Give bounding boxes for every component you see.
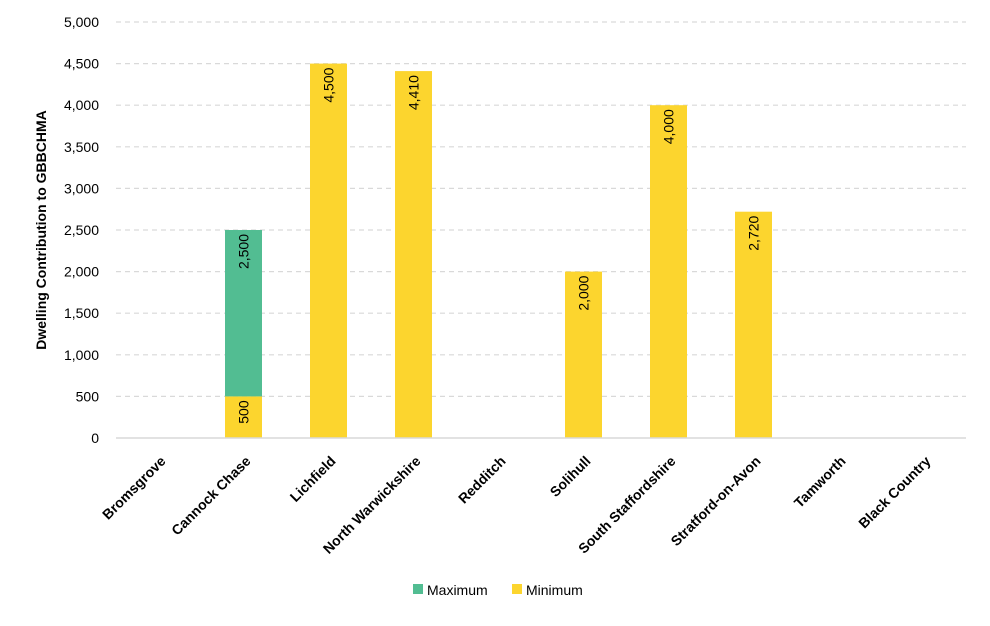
bars	[225, 63, 772, 438]
data-label: 2,720	[746, 215, 762, 250]
data-label: 4,000	[661, 109, 677, 144]
legend-swatch-maximum	[413, 584, 423, 594]
y-tick-label: 0	[91, 430, 99, 446]
y-axis-title: Dwelling Contribution to GBBCHMA	[33, 110, 49, 350]
y-tick-label: 1,000	[64, 347, 99, 363]
y-tick-label: 5,000	[64, 14, 99, 30]
legend-swatch-minimum	[512, 584, 522, 594]
bar-minimum	[225, 396, 262, 438]
bar-maximum	[225, 230, 262, 397]
data-label: 2,000	[576, 275, 592, 310]
gridlines	[116, 21, 966, 397]
bar-labels: 500 4,500 4,410 2,000 4,000 2,720 2,500	[236, 67, 762, 423]
category-label: Bromsgrove	[99, 453, 169, 523]
bar-minimum	[565, 271, 602, 438]
legend-label-maximum: Maximum	[427, 582, 488, 598]
category-label: South Staffordshire	[575, 453, 679, 557]
category-label: Redditch	[455, 453, 509, 507]
category-label: Stratford-on-Avon	[667, 453, 763, 549]
y-tick-label: 2,000	[64, 264, 99, 280]
y-axis-ticks: 0 500 1,000 1,500 2,000 2,500 3,000 3,500 4,000 4…	[64, 14, 99, 446]
y-tick-label: 3,500	[64, 139, 99, 155]
category-label: North Warwickshire	[320, 453, 424, 557]
y-tick-label: 500	[76, 388, 100, 404]
y-tick-label: 4,500	[64, 56, 99, 72]
y-tick-label: 3,000	[64, 180, 99, 196]
data-label: 4,410	[406, 75, 422, 110]
y-tick-label: 4,000	[64, 97, 99, 113]
bar-minimum	[650, 105, 687, 438]
legend: Maximum Minimum	[413, 582, 583, 598]
category-label: Black Country	[855, 453, 934, 532]
category-label: Tamworth	[791, 453, 849, 511]
category-label: Cannock Chase	[168, 453, 254, 539]
bar-minimum	[735, 211, 772, 438]
y-tick-label: 2,500	[64, 222, 99, 238]
legend-label-minimum: Minimum	[526, 582, 583, 598]
bar-minimum	[310, 63, 347, 438]
data-label: 500	[236, 400, 252, 424]
category-label: Lichfield	[287, 453, 339, 505]
y-tick-label: 1,500	[64, 305, 99, 321]
data-label: 2,500	[236, 234, 252, 269]
category-label: Solihull	[547, 453, 594, 500]
bar-minimum	[395, 71, 432, 438]
data-label: 4,500	[321, 67, 337, 102]
